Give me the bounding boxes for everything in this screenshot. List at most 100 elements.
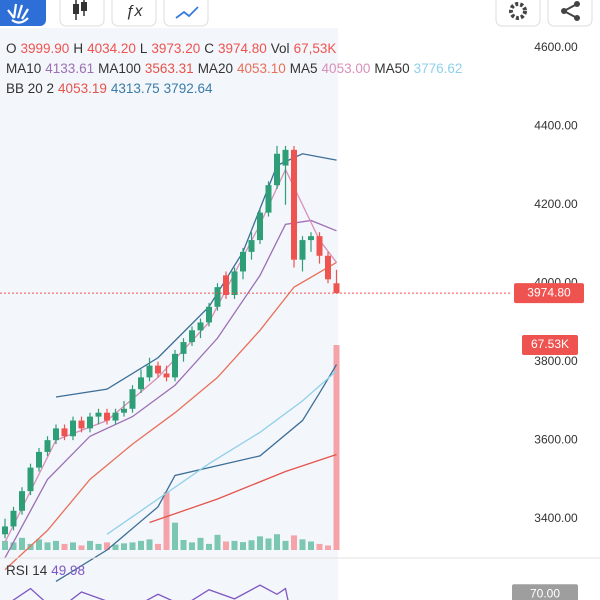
volume-bar — [282, 540, 289, 550]
volume-bar — [180, 539, 187, 550]
legend-value: 4053.10 — [236, 61, 286, 76]
candle-body — [240, 251, 246, 272]
hand-button[interactable] — [0, 0, 46, 26]
candle-body — [53, 428, 59, 441]
volume-label: 67.53K — [531, 337, 569, 351]
candle-body — [2, 526, 8, 535]
candle-body — [172, 353, 178, 378]
candle-body — [138, 377, 144, 390]
volume-bar — [231, 540, 238, 550]
candle-body — [325, 255, 331, 280]
candle-body — [291, 149, 297, 260]
bb-lower — [55, 364, 338, 582]
candle-body — [87, 416, 93, 429]
legend-value: 3792.64 — [163, 81, 213, 96]
volume-bar — [248, 540, 255, 550]
volume-bar — [36, 539, 42, 550]
gear-icon — [509, 2, 527, 20]
volume-bar — [121, 543, 127, 550]
candle-body — [163, 373, 170, 378]
candle-body — [308, 236, 314, 241]
candle-body — [333, 283, 340, 294]
candle-body — [214, 287, 221, 307]
ma-line — [149, 453, 337, 524]
candle-body — [248, 240, 255, 252]
legend-label: C — [204, 41, 214, 56]
candle-body — [316, 236, 323, 256]
ai-icon — [175, 6, 199, 19]
y-tick-label: 4600.00 — [534, 40, 578, 54]
legend-label: L — [139, 41, 148, 56]
candle-body — [104, 412, 110, 421]
volume-bar — [163, 492, 170, 550]
candle-body — [299, 240, 306, 260]
ohlc-legend: O 3999.90 H 4034.20 L 3973.20 C 3974.80 Vol 67,53… — [6, 41, 340, 56]
candle-body — [36, 451, 42, 468]
indicator-button[interactable] — [111, 0, 157, 27]
legend-value: 4313.75 — [110, 81, 160, 96]
y-tick-label: 4400.00 — [534, 118, 578, 132]
volume-bar — [44, 542, 51, 550]
ma-legend: MA10 4133.61 MA100 3563.31 MA20 4053.10 MA5 405… — [6, 61, 466, 76]
share-button[interactable] — [547, 0, 593, 27]
candle-body — [189, 330, 195, 343]
legend-value: 4034.20 — [87, 41, 136, 56]
legend-label: O — [6, 41, 17, 56]
candle-body — [223, 275, 229, 295]
price-label: 3974.80 — [527, 285, 571, 299]
hand-icon — [7, 3, 29, 24]
legend-value: 4133.61 — [45, 61, 95, 76]
volume-box — [522, 335, 578, 355]
volume-bar — [61, 543, 68, 550]
candle-body — [27, 467, 34, 492]
settings-button[interactable] — [495, 0, 541, 27]
candle-body — [146, 365, 153, 378]
legend-label: MA20 — [197, 61, 233, 76]
volume-bar — [316, 543, 323, 550]
legend-label: BB 20 2 — [6, 81, 55, 96]
candle-body — [197, 322, 204, 331]
toolbar: ƒx — [0, 0, 593, 27]
legend-value: 3563.31 — [144, 61, 194, 76]
volume-bar — [308, 541, 314, 550]
candle-body — [180, 342, 187, 354]
y-tick-label: 3600.00 — [534, 432, 578, 446]
volume-bar — [87, 540, 93, 550]
bb-legend: BB 20 2 4053.19 4313.75 3792.64 — [6, 81, 216, 96]
legend-value: 3999.90 — [20, 41, 70, 56]
legend-value: 3973.20 — [151, 41, 201, 56]
volume-bar — [189, 542, 195, 550]
volume-bar — [138, 540, 144, 550]
volume-bar — [333, 345, 340, 550]
legend-label: MA10 — [6, 61, 42, 76]
volume-bar — [291, 535, 297, 550]
fx-icon: ƒx — [126, 3, 144, 20]
legend-value: 3776.62 — [413, 61, 463, 76]
rsi-line — [12, 584, 289, 600]
volume-bar — [112, 544, 119, 550]
volume-bar — [325, 545, 331, 550]
volume-bar — [214, 534, 221, 550]
volume-bar — [2, 540, 8, 550]
candle-body — [70, 420, 76, 437]
volume-bar — [104, 542, 110, 550]
volume-bar — [206, 543, 212, 550]
candle-button[interactable] — [59, 0, 105, 27]
volume-bar — [27, 543, 34, 550]
legend-value: 49.98 — [51, 563, 86, 578]
legend-label: MA5 — [289, 61, 318, 76]
candle-body — [231, 271, 238, 295]
candle-body — [155, 365, 161, 374]
volume-bar — [299, 539, 306, 550]
legend-value: 4053.19 — [58, 81, 107, 96]
legend-value: 3974.80 — [217, 41, 267, 56]
candle-body — [95, 412, 102, 417]
candle-body — [274, 153, 280, 186]
ma-line — [4, 261, 337, 571]
legend-label: MA50 — [374, 61, 410, 76]
candle-body — [129, 389, 136, 409]
ma-line — [106, 370, 337, 535]
legend-label: MA100 — [98, 61, 141, 76]
